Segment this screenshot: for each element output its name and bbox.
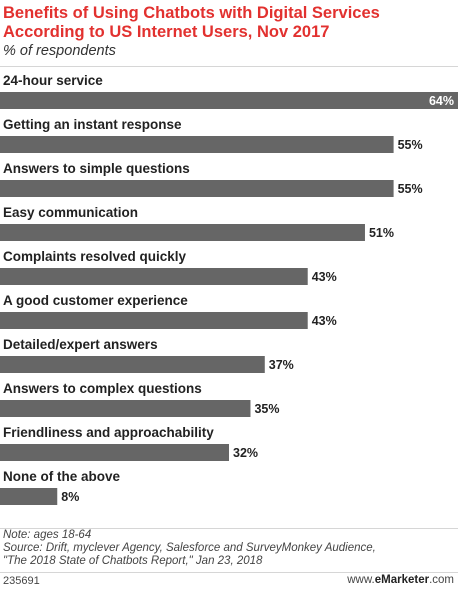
brand-url[interactable]: www.eMarketer.com: [347, 574, 454, 586]
chart-id: 235691: [3, 575, 40, 587]
category-label: Easy communication: [3, 205, 138, 220]
category-label: Getting an instant response: [3, 117, 182, 132]
category-label: A good customer experience: [3, 293, 188, 308]
value-label: 32%: [233, 446, 258, 460]
bar-row-friendliness-and-approachability: Friendliness and approachability 32%: [0, 425, 258, 461]
value-label: 8%: [61, 490, 79, 504]
value-label: 43%: [312, 270, 337, 284]
source-text-line-1: Source: Drift, myclever Agency, Salesfor…: [3, 542, 376, 554]
category-label: 24-hour service: [3, 73, 103, 88]
bar: [0, 224, 365, 241]
bar: [0, 356, 265, 373]
bar-row-none-of-the-above: None of the above 8%: [0, 469, 121, 505]
chart-subtitle: % of respondents: [3, 43, 116, 59]
bar: [0, 268, 308, 285]
bar-row-detailed-expert-answers: Detailed/expert answers 37%: [0, 337, 294, 373]
bar-row-easy-communication: Easy communication 51%: [0, 205, 394, 241]
category-label: None of the above: [3, 469, 121, 484]
value-label: 35%: [254, 402, 279, 416]
category-label: Answers to simple questions: [3, 161, 190, 176]
bar: [0, 400, 251, 417]
value-label: 55%: [398, 182, 423, 196]
header-divider: [0, 66, 458, 67]
bar: [0, 136, 394, 153]
category-label: Detailed/expert answers: [3, 337, 158, 352]
brand-suffix: .com: [429, 574, 454, 586]
bottom-divider: [0, 572, 458, 573]
bar: [0, 488, 58, 505]
source-text-line-2: "The 2018 State of Chatbots Report," Jan…: [3, 555, 263, 567]
bar-row-getting-an-instant-response: Getting an instant response 55%: [0, 117, 423, 153]
bar: [0, 180, 394, 197]
value-label: 64%: [429, 94, 454, 108]
bar-chart: 24-hour service 64% Getting an instant res…: [0, 73, 458, 505]
bar: [0, 92, 458, 109]
bar-row-24-hour-service: 24-hour service 64%: [0, 73, 458, 109]
brand-prefix: www.: [347, 574, 375, 586]
footer-divider: [0, 528, 458, 529]
chart-notes: Note: ages 18-64 Source: Drift, myclever…: [3, 529, 376, 568]
bar: [0, 312, 308, 329]
value-label: 51%: [369, 226, 394, 240]
note-text: Note: ages 18-64: [3, 529, 92, 541]
bar-row-complaints-resolved-quickly: Complaints resolved quickly 43%: [0, 249, 337, 285]
bar-row-answers-to-simple-questions: Answers to simple questions 55%: [0, 161, 423, 197]
category-label: Friendliness and approachability: [3, 425, 214, 440]
chart-title: Benefits of Using Chatbots with Digital …: [3, 4, 380, 41]
value-label: 55%: [398, 138, 423, 152]
category-label: Answers to complex questions: [3, 381, 202, 396]
brand-name: eMarketer: [374, 574, 430, 586]
category-label: Complaints resolved quickly: [3, 249, 187, 264]
bar: [0, 444, 229, 461]
value-label: 43%: [312, 314, 337, 328]
bar-row-answers-to-complex-questions: Answers to complex questions 35%: [0, 381, 280, 417]
value-label: 37%: [269, 358, 294, 372]
bar-row-a-good-customer-experience: A good customer experience 43%: [0, 293, 337, 329]
